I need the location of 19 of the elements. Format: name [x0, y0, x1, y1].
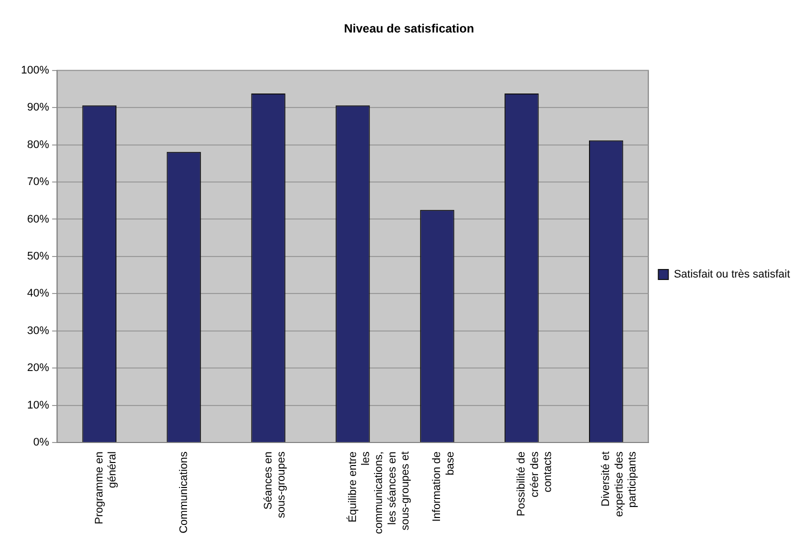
x-tick-label: Programme en général: [93, 451, 119, 524]
legend-label: Satisfait ou très satisfait: [674, 268, 790, 281]
x-tick-label: Information de base: [431, 451, 456, 522]
y-tick-label: 50%: [27, 250, 50, 262]
x-tick-label: Diversité et expertise des participants: [600, 450, 639, 517]
y-tick-label: 100%: [20, 64, 50, 76]
x-tick-label: Possibilité de créer des contacts: [516, 450, 554, 516]
y-tick-label: 80%: [27, 138, 50, 151]
y-tick-label: 70%: [27, 176, 50, 188]
y-tick-label: 0%: [33, 436, 50, 448]
y-tick-label: 30%: [27, 324, 50, 337]
y-tick-label: 40%: [27, 288, 50, 300]
y-tick-label: 10%: [27, 399, 50, 412]
chart-title: Niveau de satisfication: [344, 22, 474, 36]
x-tick-label: Séances en sous-groupes: [262, 450, 288, 518]
y-tick-label: 60%: [27, 213, 50, 226]
y-tick-label: 90%: [27, 102, 50, 114]
y-tick-label: 20%: [27, 362, 50, 374]
x-tick-label: Communications: [178, 450, 190, 534]
